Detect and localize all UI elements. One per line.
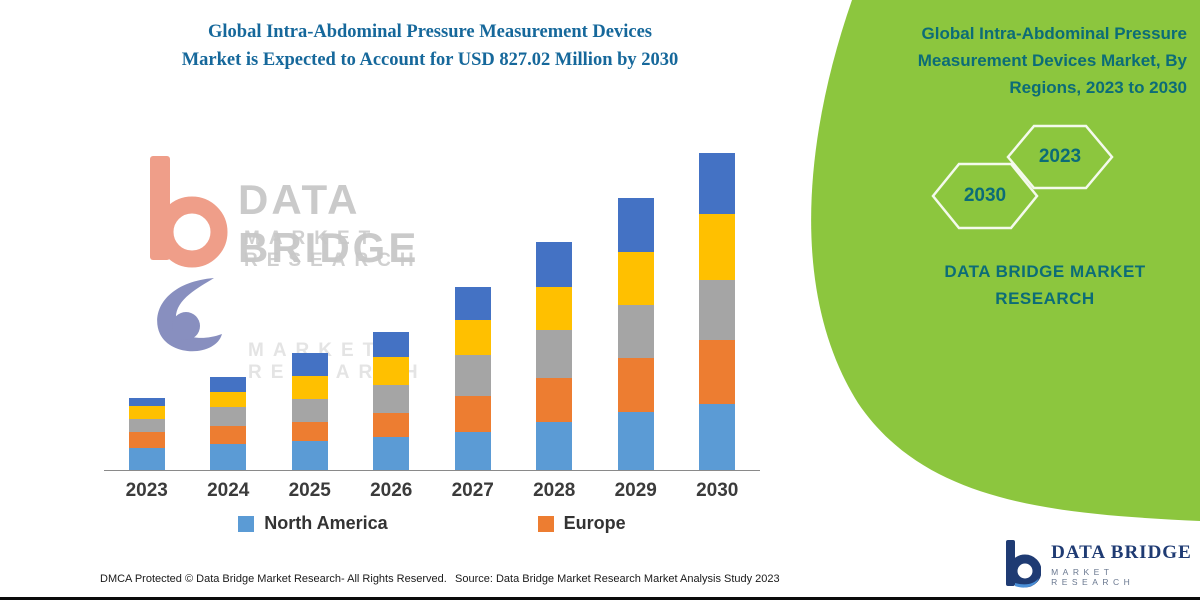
bar-segment-north-america (536, 422, 573, 470)
chart-title-line-1: Global Intra-Abdominal Pressure Measurem… (208, 22, 652, 42)
bar-segment-europe (617, 358, 654, 413)
x-axis-label-2025: 2025 (288, 480, 331, 501)
bar-slot-2026 (351, 140, 433, 470)
bar-segment-unlabeled-series-gray- (373, 385, 410, 414)
bar-slot-2027 (432, 140, 514, 470)
stacked-bar-2025 (291, 353, 328, 470)
legend-label-north-america: North America (264, 513, 388, 533)
bar-segment-europe (291, 422, 328, 442)
stacked-bar-2030 (699, 152, 736, 470)
bottom-border-line (0, 597, 1200, 600)
bar-segment-unlabeled-series-gray- (291, 398, 328, 423)
bar-segment-unlabeled-series-dark-blue- (128, 397, 165, 407)
bar-segment-unlabeled-series-yellow- (373, 357, 410, 386)
hexagon-year-2030: 2030 (963, 185, 1007, 206)
right-panel-title-line-3: Regions, 2023 to 2030 (1009, 78, 1187, 97)
watermark-tagline-text: MARKET RESEARCH (244, 228, 423, 271)
legend-label-europe: Europe (563, 513, 626, 533)
right-panel-title-line-2: Measurement Devices Market, By (917, 51, 1187, 70)
stacked-bar-2027 (454, 286, 491, 470)
x-axis-label-2030: 2030 (696, 480, 739, 501)
bar-segment-unlabeled-series-yellow- (699, 213, 736, 281)
bar-segment-unlabeled-series-dark-blue- (536, 241, 573, 288)
bar-slot-2023 (106, 140, 188, 470)
bar-segment-unlabeled-series-dark-blue- (617, 197, 654, 253)
bar-segment-unlabeled-series-dark-blue- (454, 286, 491, 320)
legend-swatch-north-america (238, 515, 255, 532)
watermark-brand-text: DATA BRIDGE (238, 176, 420, 271)
databridge-logo-icon (1006, 540, 1042, 588)
bar-slot-2029 (595, 140, 677, 470)
stacked-bar-2028 (536, 241, 573, 470)
bar-segment-north-america (373, 437, 410, 470)
logo-tagline-text: MARKET RESEARCH (1051, 566, 1135, 587)
green-panel-brand-line-1: DATA BRIDGE MARKET (944, 262, 1146, 281)
bar-segment-unlabeled-series-dark-blue- (291, 353, 328, 376)
chart-legend: North America Europe (106, 513, 758, 534)
bar-segment-unlabeled-series-yellow- (454, 319, 491, 355)
bar-segment-europe (536, 378, 573, 422)
logo-brand-text: DATA BRIDGE (1051, 541, 1192, 563)
green-panel-brand-line-2: RESEARCH (995, 289, 1095, 308)
legend-item-north-america: North America (238, 513, 388, 534)
bar-segment-unlabeled-series-dark-blue- (210, 377, 247, 393)
right-panel-title-line-1: Global Intra-Abdominal Pressure (921, 24, 1187, 43)
hexagon-year-2023: 2023 (1038, 146, 1082, 167)
bar-segment-unlabeled-series-gray- (454, 354, 491, 396)
bar-segment-unlabeled-series-dark-blue- (373, 332, 410, 358)
stacked-bar-2029 (617, 197, 654, 470)
x-axis-line (104, 470, 760, 471)
bar-segment-europe (699, 340, 736, 404)
bar-segment-north-america (210, 443, 247, 470)
footer-dmca-text: DMCA Protected © Data Bridge Market Rese… (100, 573, 447, 585)
stacked-bar-2026 (373, 332, 410, 470)
bar-segment-unlabeled-series-gray- (699, 280, 736, 341)
right-panel-title: Global Intra-Abdominal Pressure Measurem… (865, 20, 1187, 101)
bar-segment-unlabeled-series-gray- (128, 419, 165, 433)
bar-segment-north-america (617, 412, 654, 470)
bar-segment-unlabeled-series-yellow- (128, 406, 165, 420)
bar-segment-europe (210, 425, 247, 444)
bar-segment-unlabeled-series-gray- (617, 305, 654, 359)
bar-segment-north-america (454, 432, 491, 470)
bar-segment-unlabeled-series-yellow- (536, 287, 573, 331)
bar-segment-europe (373, 413, 410, 437)
chart-title: Global Intra-Abdominal Pressure Measurem… (100, 18, 760, 74)
bar-segment-europe (454, 395, 491, 432)
x-axis-label-2023: 2023 (125, 480, 168, 501)
footer-source-text: Source: Data Bridge Market Research Mark… (455, 573, 780, 585)
chart-title-line-2: Market is Expected to Account for USD 82… (181, 50, 679, 70)
x-axis-label-2028: 2028 (533, 480, 576, 501)
bar-slot-2025 (269, 140, 351, 470)
stacked-bar-2024 (210, 377, 247, 470)
bar-segment-north-america (128, 448, 165, 470)
bar-segment-europe (128, 432, 165, 449)
bar-segment-north-america (699, 404, 736, 470)
x-axis-labels: 2023 2024 2025 2026 2027 2028 2029 2030 (106, 480, 758, 502)
x-axis-label-2029: 2029 (614, 480, 657, 501)
bar-chart-plot (106, 140, 758, 470)
bar-segment-unlabeled-series-yellow- (291, 375, 328, 399)
databridge-logo: DATA BRIDGE MARKET RESEARCH (1000, 538, 1200, 590)
bar-segment-north-america (291, 441, 328, 470)
bar-segment-unlabeled-series-gray- (536, 330, 573, 379)
databridge-watermark-logo-icon (150, 156, 228, 352)
bar-slot-2024 (188, 140, 270, 470)
stacked-bar-2023 (128, 397, 165, 470)
legend-item-europe: Europe (537, 513, 626, 534)
bar-slot-2028 (514, 140, 596, 470)
bar-slot-2030 (677, 140, 759, 470)
bar-segment-unlabeled-series-gray- (210, 407, 247, 426)
bar-segment-unlabeled-series-yellow- (210, 392, 247, 408)
legend-swatch-europe (537, 515, 554, 532)
x-axis-label-2024: 2024 (207, 480, 250, 501)
bar-segment-unlabeled-series-dark-blue- (699, 152, 736, 214)
x-axis-label-2026: 2026 (370, 480, 413, 501)
x-axis-label-2027: 2027 (451, 480, 494, 501)
bar-segment-unlabeled-series-yellow- (617, 252, 654, 306)
green-panel-brand-text: DATA BRIDGE MARKET RESEARCH (915, 258, 1175, 312)
